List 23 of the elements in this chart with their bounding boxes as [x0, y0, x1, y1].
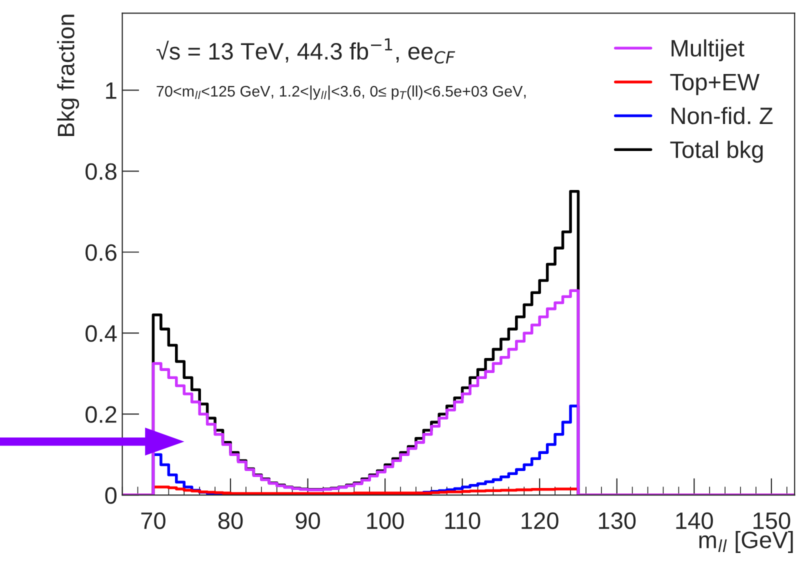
- legend-label: Top+EW: [670, 74, 760, 96]
- legend-label: Multijet: [672, 39, 744, 62]
- x-tick-label: 150: [754, 512, 790, 530]
- annotation: √s = 13 TeV, 44.3 fb$^{−1}$, ee$_{CF}$: [156, 38, 456, 64]
- y-tick-label: 0.6: [86, 244, 116, 261]
- x-tick-label: 80: [218, 512, 243, 530]
- x-axis-title: m$_{ll}$ [GeV]: [699, 530, 793, 553]
- x-tick-label: 140: [676, 512, 713, 530]
- x-tick-label: 120: [522, 512, 558, 530]
- x-tick-label: 70: [141, 512, 166, 530]
- x-tick-label: 130: [598, 512, 636, 530]
- legend-label: Total bkg: [670, 140, 763, 163]
- y-axis-title: Bkg fraction: [57, 14, 80, 136]
- legend-label: Non-fid. Z: [672, 106, 773, 124]
- annotation: 70<m$_{ll}$<125 GeV, 1.2<|y$_{ll}$|<3.6, 0≤ p$_{T}$(ll)<6.5e+03 GeV,: [156, 85, 526, 100]
- y-tick-label: 0.2: [86, 406, 116, 423]
- x-tick-label: 90: [296, 512, 320, 530]
- y-tick-label: 0: [105, 487, 117, 504]
- y-tick-label: 1: [106, 82, 116, 99]
- y-tick-label: 0.8: [86, 163, 116, 180]
- x-tick-label: 110: [445, 512, 480, 530]
- x-tick-label: 100: [367, 512, 404, 530]
- y-tick-label: 0.4: [86, 325, 117, 342]
